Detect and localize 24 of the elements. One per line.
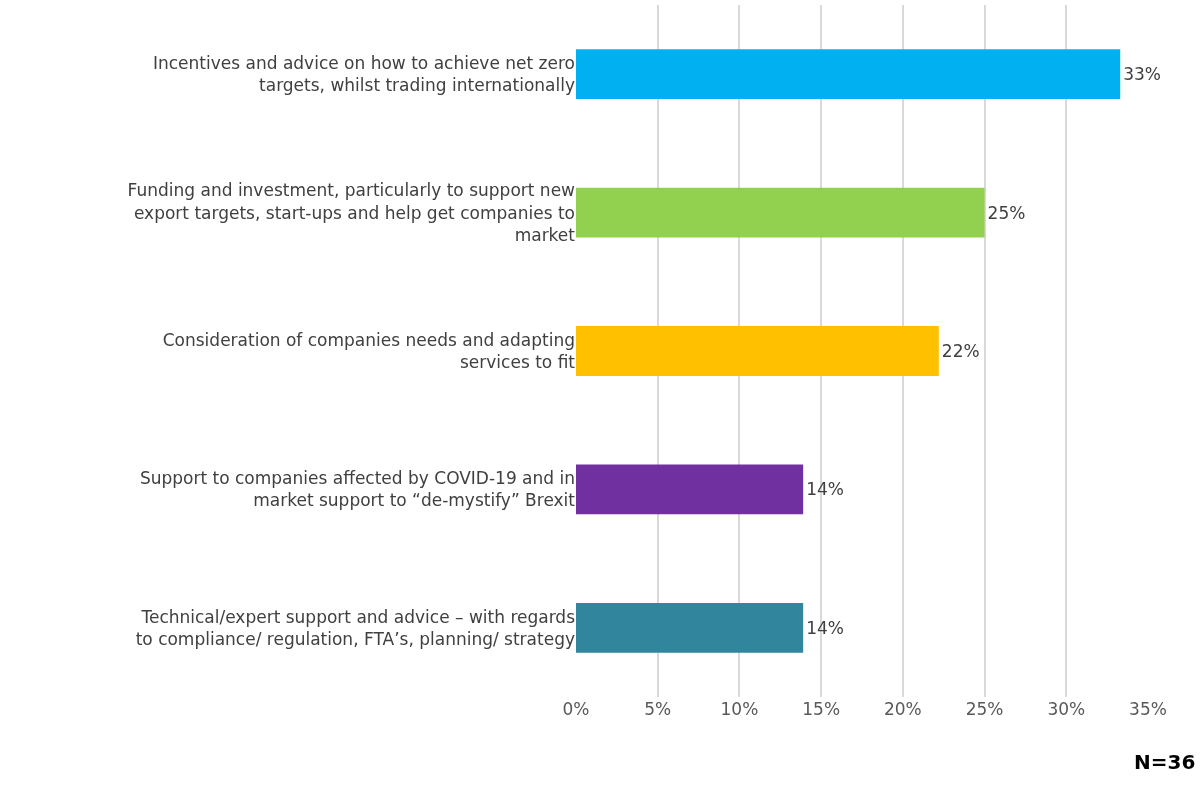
bar [576, 602, 804, 653]
y-tick-label: Support to companies affected by COVID-19 and in market support to “de-mystify” Brexit [139, 468, 576, 511]
x-tick-label: 5% [644, 699, 672, 719]
x-tick-label: 20% [883, 699, 922, 719]
y-tick-label: Technical/expert support and advice – with regards to compliance/ regulation, FTA’s, planning/ strategy [135, 606, 576, 649]
data-label: 22% [941, 341, 980, 361]
data-label: 14% [806, 479, 844, 500]
x-tick-label: 35% [1129, 699, 1167, 719]
bar [576, 187, 985, 238]
y-tick-label: Funding and investment, particularly to support new export targets, start-ups and help get companies to market [127, 180, 576, 245]
data-label: 33% [1123, 64, 1162, 85]
data-label: 25% [987, 202, 1026, 223]
y-tick-label: Incentives and advice on how to achieve net zero targets, whilst trading internationally [152, 53, 575, 96]
y-tick-label: Consideration of companies needs and adapting services to fit [162, 329, 576, 372]
bar [576, 326, 939, 376]
bar [576, 464, 804, 515]
x-tick-label: 15% [802, 699, 841, 719]
x-tick-label: 25% [965, 699, 1004, 719]
data-label: 14% [806, 617, 844, 638]
x-tick-label: 10% [720, 699, 759, 719]
bar [576, 49, 1121, 100]
x-tick-label: 30% [1047, 699, 1086, 719]
x-tick-label: 0% [562, 699, 590, 719]
text: N=36 [1134, 750, 1196, 774]
